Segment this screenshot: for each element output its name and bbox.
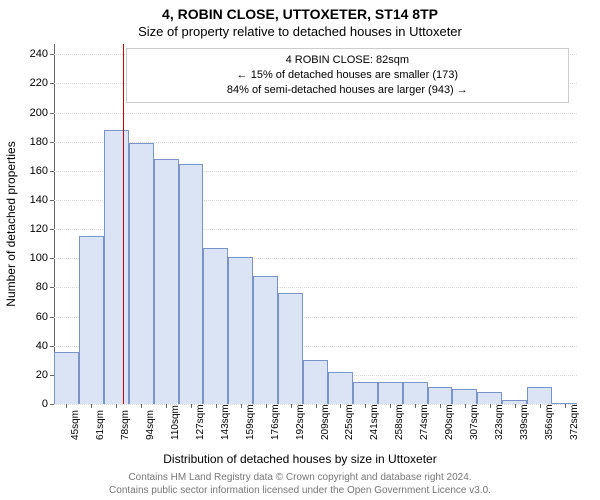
- histogram-bar: [353, 382, 378, 404]
- histogram-bar: [452, 389, 477, 404]
- y-axis-line: [54, 44, 55, 404]
- x-axis-label: Distribution of detached houses by size …: [0, 452, 600, 466]
- y-tick-label: 40: [18, 340, 48, 352]
- y-tick-mark: [50, 83, 54, 84]
- histogram-bar: [328, 372, 353, 404]
- y-tick-label: 20: [18, 369, 48, 381]
- y-tick-label: 0: [18, 398, 48, 410]
- histogram-bar: [179, 164, 204, 404]
- x-tick-label: 290sqm: [444, 404, 455, 440]
- x-tick-label: 176sqm: [270, 404, 281, 440]
- y-tick-label: 240: [18, 48, 48, 60]
- y-tick-label: 60: [18, 311, 48, 323]
- annotation-line-2: ← 15% of detached houses are smaller (17…: [135, 68, 560, 83]
- x-tick-label: 241sqm: [369, 404, 380, 440]
- x-tick-label: 323sqm: [494, 404, 505, 440]
- footer-attribution: Contains HM Land Registry data © Crown c…: [0, 472, 600, 497]
- x-tick-label: 307sqm: [469, 404, 480, 440]
- histogram-bar: [104, 130, 129, 404]
- x-tick-label: 258sqm: [394, 404, 405, 440]
- y-tick-label: 160: [18, 165, 48, 177]
- y-tick-label: 100: [18, 252, 48, 264]
- x-tick-label: 127sqm: [195, 404, 206, 440]
- property-size-marker-line: [123, 44, 124, 404]
- x-tick-label: 61sqm: [95, 410, 106, 440]
- y-tick-label: 200: [18, 107, 48, 119]
- x-axis-ticks: 45sqm 61sqm 78sqm 94sqm 110sqm 127sqm 143sqm 15…: [54, 404, 577, 448]
- histogram-bar: [228, 257, 253, 404]
- x-tick-label: 110sqm: [170, 405, 181, 440]
- x-tick-label: 209sqm: [320, 404, 331, 440]
- x-tick-label: 192sqm: [295, 404, 306, 440]
- y-axis-label: Number of detached properties: [4, 141, 18, 306]
- histogram-plot: 4 ROBIN CLOSE: 82sqm← 15% of detached ho…: [54, 44, 577, 404]
- gridline-h: [54, 113, 577, 114]
- y-tick-mark: [50, 229, 54, 230]
- y-tick-label: 180: [18, 136, 48, 148]
- histogram-bar: [154, 159, 179, 404]
- annotation-line-1: 4 ROBIN CLOSE: 82sqm: [135, 53, 560, 68]
- x-tick-label: 159sqm: [245, 404, 256, 440]
- histogram-bar: [303, 360, 328, 404]
- annotation-line-3: 84% of semi-detached houses are larger (…: [135, 83, 560, 98]
- histogram-bar: [527, 387, 552, 404]
- histogram-bar: [79, 236, 104, 404]
- footer-line-2: Contains public sector information licen…: [0, 485, 600, 498]
- histogram-bar: [129, 143, 154, 404]
- histogram-bar: [54, 352, 79, 404]
- y-tick-mark: [50, 142, 54, 143]
- x-tick-label: 372sqm: [569, 404, 580, 440]
- x-tick-label: 225sqm: [344, 404, 355, 440]
- x-tick-label: 45sqm: [70, 410, 81, 440]
- y-tick-mark: [50, 200, 54, 201]
- y-axis-ticks: 020406080100120140160180200220240: [20, 44, 52, 404]
- y-tick-mark: [50, 287, 54, 288]
- x-tick-label: 94sqm: [145, 410, 156, 440]
- histogram-bar: [378, 382, 403, 404]
- histogram-bar: [278, 293, 303, 404]
- y-tick-label: 80: [18, 281, 48, 293]
- histogram-bar: [477, 392, 502, 404]
- y-tick-mark: [50, 113, 54, 114]
- y-tick-label: 140: [18, 194, 48, 206]
- histogram-bar: [253, 276, 278, 404]
- x-tick-label: 356sqm: [544, 404, 555, 440]
- y-tick-mark: [50, 317, 54, 318]
- y-tick-label: 120: [18, 223, 48, 235]
- y-tick-mark: [50, 258, 54, 259]
- page-title: 4, ROBIN CLOSE, UTTOXETER, ST14 8TP: [0, 6, 600, 22]
- y-tick-mark: [50, 171, 54, 172]
- page-subtitle: Size of property relative to detached ho…: [0, 24, 600, 39]
- x-tick-label: 274sqm: [419, 404, 430, 440]
- y-tick-mark: [50, 54, 54, 55]
- x-tick-label: 143sqm: [220, 404, 231, 440]
- histogram-bar: [428, 387, 453, 404]
- histogram-bar: [403, 382, 428, 404]
- y-tick-mark: [50, 346, 54, 347]
- annotation-box: 4 ROBIN CLOSE: 82sqm← 15% of detached ho…: [126, 48, 569, 103]
- y-tick-label: 220: [18, 77, 48, 89]
- histogram-bar: [203, 248, 228, 404]
- footer-line-1: Contains HM Land Registry data © Crown c…: [0, 472, 600, 485]
- x-tick-label: 78sqm: [120, 410, 131, 440]
- x-tick-label: 339sqm: [519, 404, 530, 440]
